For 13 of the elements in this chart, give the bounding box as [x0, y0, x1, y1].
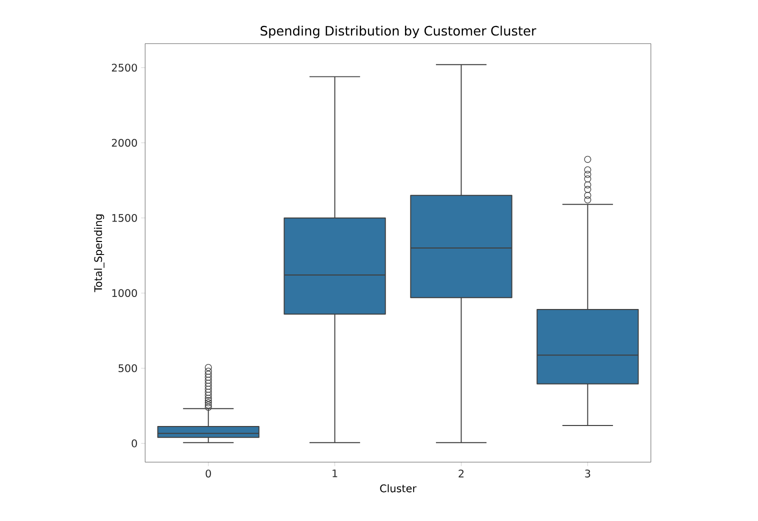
y-tick-label: 2500 — [112, 64, 137, 72]
x-tick-label: 0 — [206, 470, 211, 478]
y-tick-label: 1500 — [112, 214, 137, 222]
y-tick-label: 500 — [118, 364, 137, 372]
chart-title: Spending Distribution by Customer Cluster — [260, 26, 536, 38]
x-axis-title: Cluster — [380, 484, 416, 492]
x-tick-label: 2 — [458, 470, 464, 478]
y-tick-label: 2000 — [112, 139, 137, 147]
y-tick-label: 0 — [132, 440, 137, 448]
y-axis-title: Total_Spending — [94, 214, 104, 292]
x-tick-label: 3 — [585, 470, 590, 478]
x-tick-label: 1 — [332, 470, 338, 478]
y-tick-label: 1000 — [112, 289, 137, 298]
